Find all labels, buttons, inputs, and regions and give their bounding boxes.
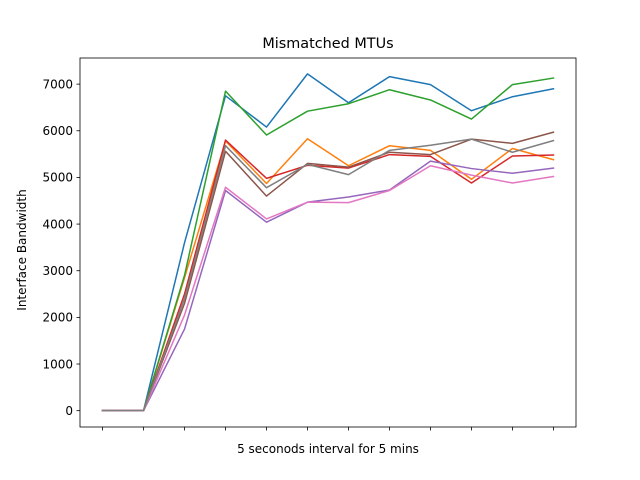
series-line-3 xyxy=(101,77,555,412)
series-line-7 xyxy=(101,165,555,412)
series-line-4 xyxy=(101,139,555,412)
series-line-5 xyxy=(101,160,555,412)
series-line-6 xyxy=(101,131,555,412)
y-tick-label-1: 1000 xyxy=(42,357,73,371)
y-tick-label-0: 0 xyxy=(65,404,73,418)
chart-title: Mismatched MTUs xyxy=(262,36,393,52)
y-tick-label-6: 6000 xyxy=(42,124,73,138)
y-tick-label-4: 4000 xyxy=(42,217,73,231)
y-axis-title: Interface Bandwidth xyxy=(15,189,29,310)
x-axis-title: 5 seconods interval for 5 mins xyxy=(237,442,419,456)
series-line-8 xyxy=(101,138,555,412)
y-tick-label-7: 7000 xyxy=(42,77,73,91)
y-tick-label-2: 2000 xyxy=(42,311,73,325)
y-tick-label-5: 5000 xyxy=(42,171,73,185)
plot-area: 0 1000 2000 3000 4000 5000 6000 7000 xyxy=(42,57,577,431)
y-tick-label-3: 3000 xyxy=(42,264,73,278)
plot-frame xyxy=(79,57,577,428)
series-line-1 xyxy=(101,73,555,412)
